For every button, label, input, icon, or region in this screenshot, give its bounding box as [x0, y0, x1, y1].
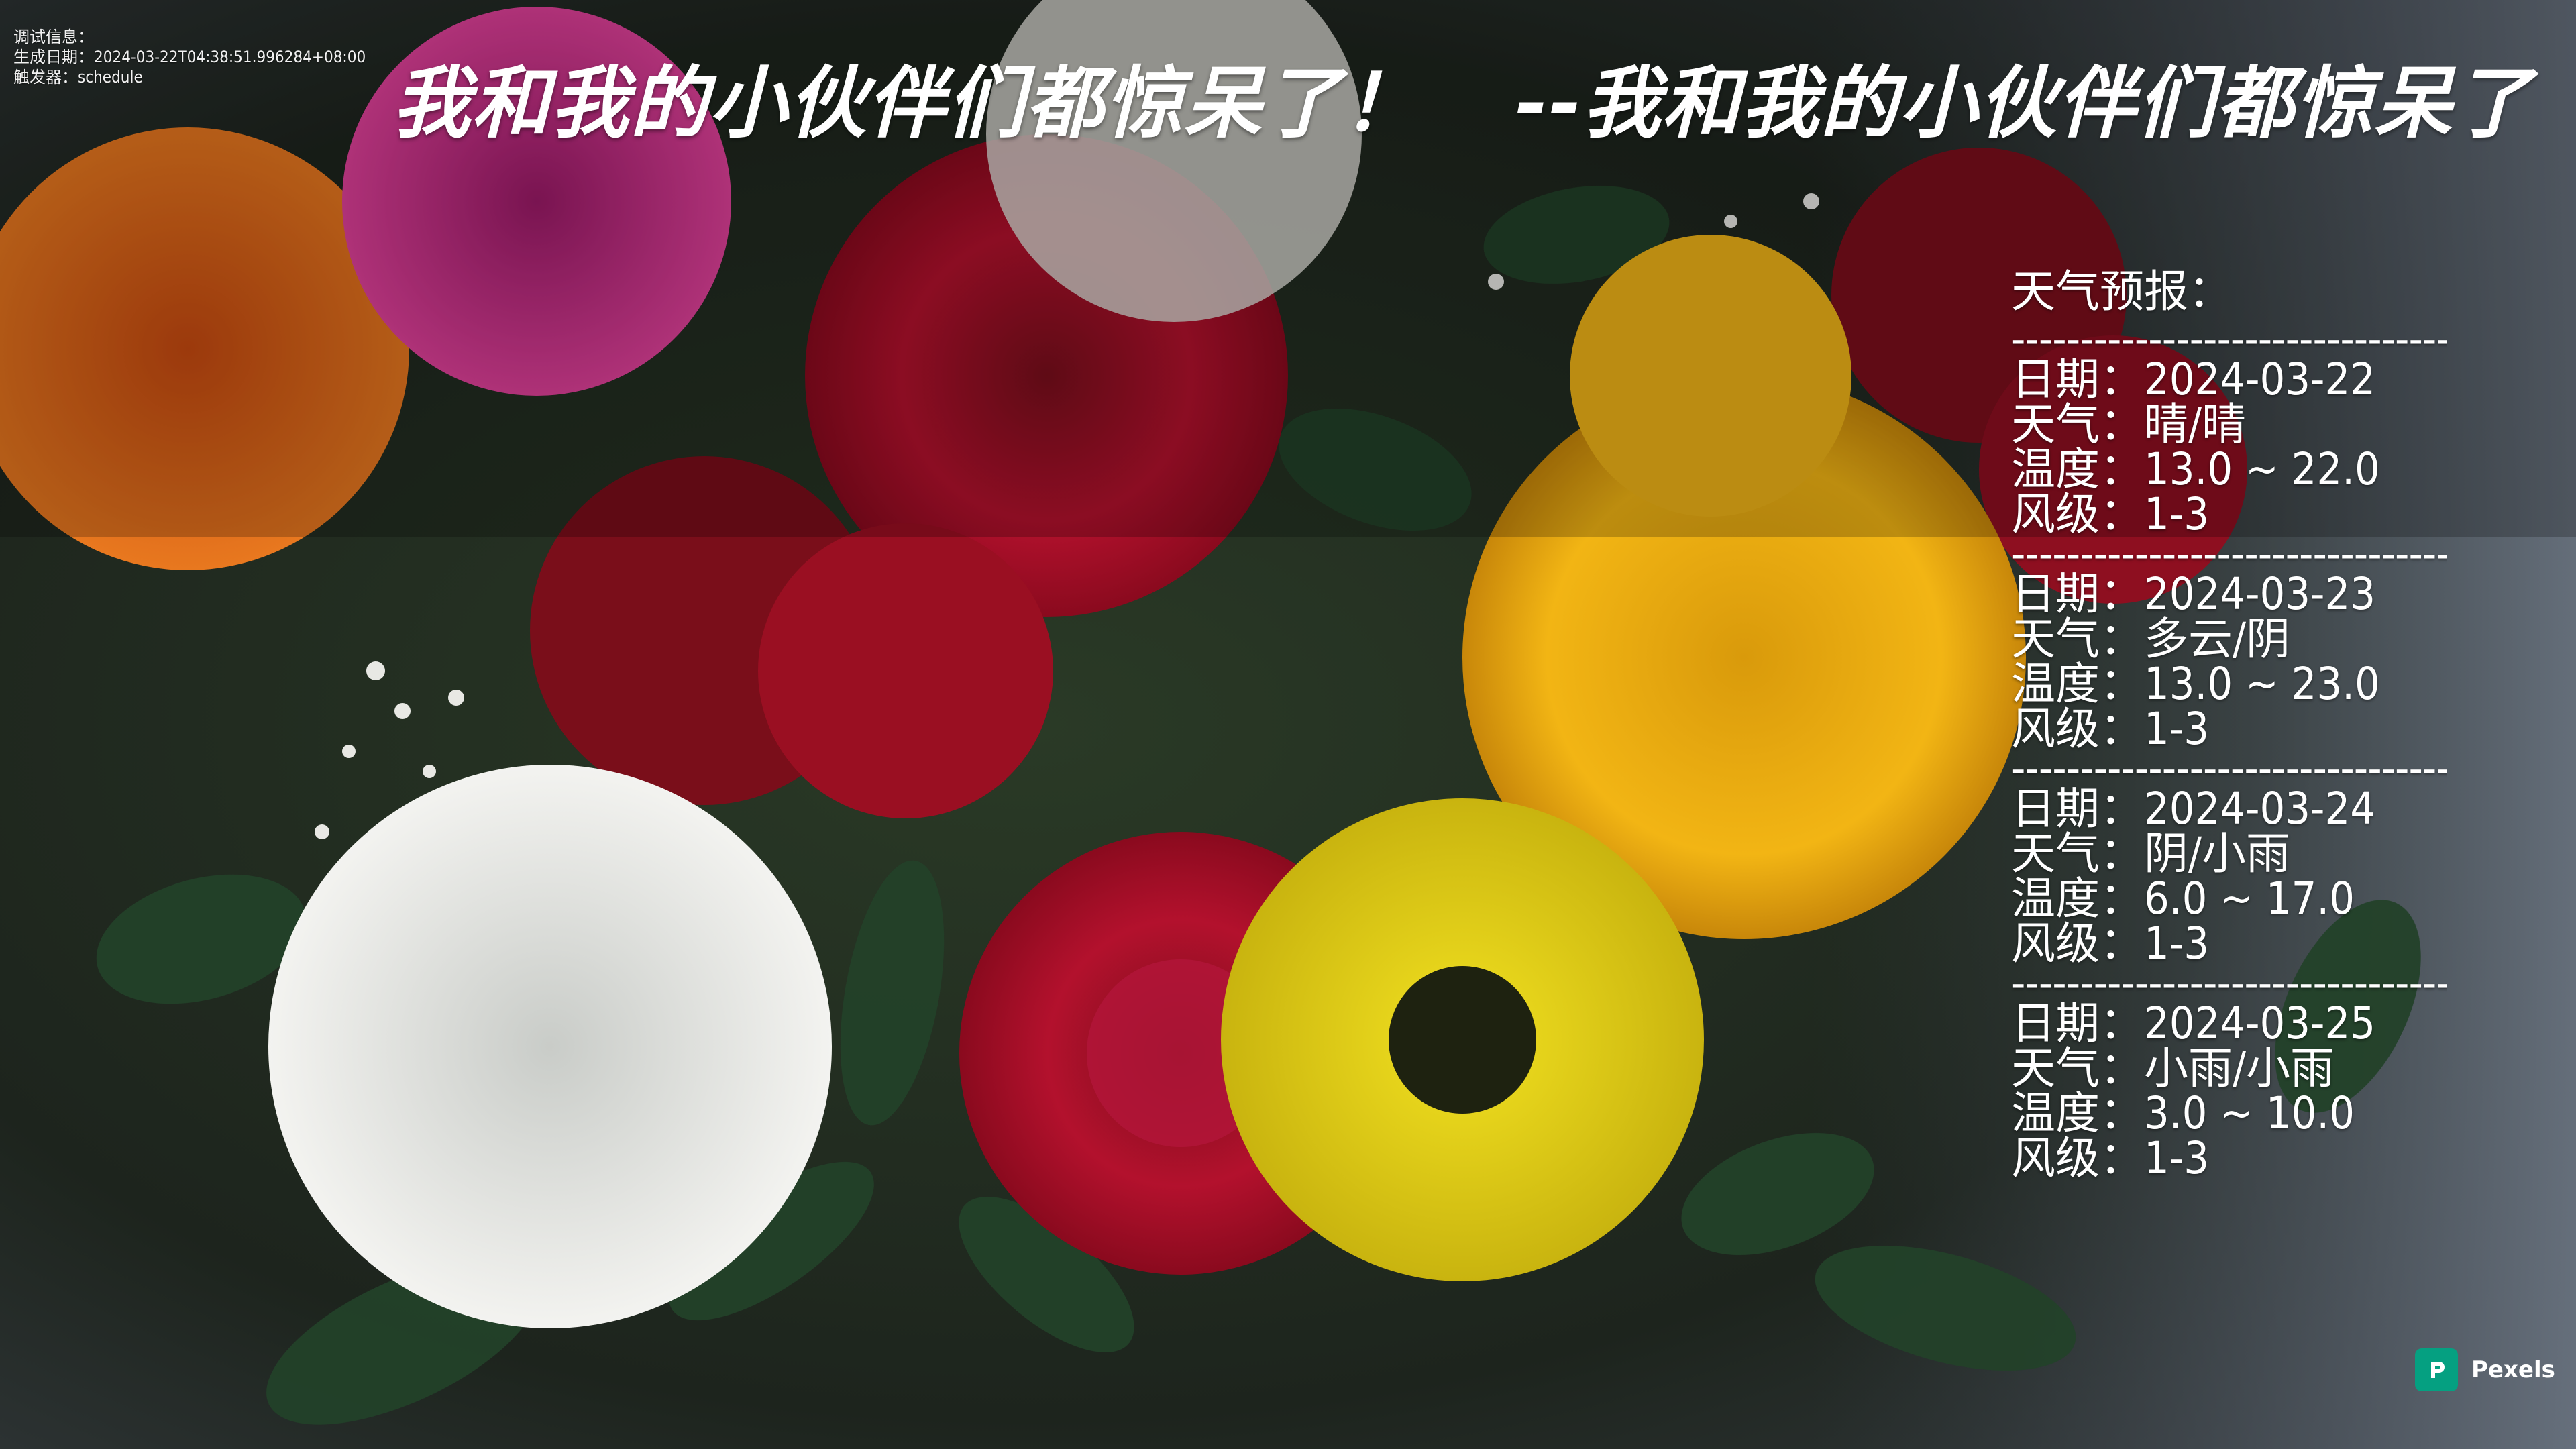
- forecast-temperature: 温度：13.0 ~ 23.0: [2011, 658, 2380, 710]
- forecast-weather: 天气：小雨/小雨: [2011, 1042, 2335, 1094]
- forecast-temperature: 温度：3.0 ~ 10.0: [2011, 1087, 2355, 1139]
- forecast-day: 日期：2024-03-23 天气：多云/阴 温度：13.0 ~ 23.0 风级：…: [2011, 572, 2447, 751]
- forecast-wind: 风级：1-3: [2011, 488, 2209, 540]
- forecast-weather: 天气：晴/晴: [2011, 398, 2247, 450]
- forecast-wind: 风级：1-3: [2011, 918, 2209, 969]
- weather-forecast-panel: 天气预报： ----------------------------------…: [2011, 262, 2447, 1181]
- quote-title: 我和我的小伙伴们都惊呆了！ --我和我的小伙伴们都惊呆了: [392, 40, 2532, 153]
- debug-info: 调试信息： 生成日期：2024-03-22T04:38:51.996284+08…: [13, 27, 366, 87]
- quote-text: 我和我的小伙伴们都惊呆了！: [392, 58, 1421, 149]
- forecast-date: 日期：2024-03-23: [2011, 568, 2376, 620]
- forecast-date: 日期：2024-03-22: [2011, 354, 2376, 405]
- overlay-band: [0, 0, 2576, 537]
- separator: ----------------------------------------: [2011, 322, 2447, 357]
- forecast-day: 日期：2024-03-24 天气：阴/小雨 温度：6.0 ~ 17.0 风级：1…: [2011, 786, 2447, 966]
- weather-heading: 天气预报：: [2011, 266, 2233, 317]
- separator: ----------------------------------------: [2011, 966, 2447, 1001]
- forecast-temperature: 温度：13.0 ~ 22.0: [2011, 443, 2380, 495]
- pexels-watermark[interactable]: Pexels: [2415, 1348, 2555, 1391]
- quote-author: --我和我的小伙伴们都惊呆了: [1515, 58, 2533, 149]
- forecast-day: 日期：2024-03-22 天气：晴/晴 温度：13.0 ~ 22.0 风级：1…: [2011, 357, 2447, 537]
- forecast-weather: 天气：阴/小雨: [2011, 828, 2291, 879]
- debug-trigger: 触发器：schedule: [13, 68, 143, 87]
- pexels-label: Pexels: [2471, 1356, 2555, 1383]
- forecast-date: 日期：2024-03-25: [2011, 998, 2376, 1049]
- forecast-weather: 天气：多云/阴: [2011, 613, 2291, 665]
- debug-label: 调试信息：: [13, 28, 94, 46]
- forecast-day: 日期：2024-03-25 天气：小雨/小雨 温度：3.0 ~ 10.0 风级：…: [2011, 1001, 2447, 1181]
- pexels-logo-icon: [2415, 1348, 2458, 1391]
- debug-generated-date: 生成日期：2024-03-22T04:38:51.996284+08:00: [13, 48, 366, 66]
- forecast-wind: 风级：1-3: [2011, 1132, 2209, 1184]
- forecast-wind: 风级：1-3: [2011, 703, 2209, 755]
- separator: ----------------------------------------: [2011, 751, 2447, 786]
- forecast-date: 日期：2024-03-24: [2011, 783, 2376, 835]
- forecast-temperature: 温度：6.0 ~ 17.0: [2011, 873, 2355, 924]
- separator: ----------------------------------------: [2011, 537, 2447, 572]
